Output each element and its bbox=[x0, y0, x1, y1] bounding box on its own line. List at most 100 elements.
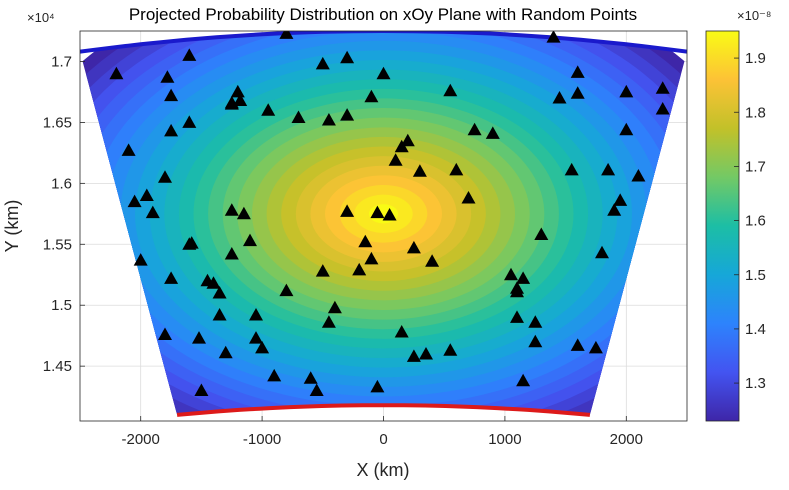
point-marker bbox=[212, 286, 227, 299]
point-marker bbox=[206, 276, 221, 289]
point-marker bbox=[243, 233, 257, 247]
point-marker bbox=[224, 247, 239, 260]
point-marker bbox=[528, 315, 543, 328]
point-marker bbox=[255, 340, 270, 354]
point-marker bbox=[340, 108, 355, 121]
point-marker bbox=[233, 93, 248, 106]
y-axis-ticks: 1.45 1.5 1.55 1.6 1.65 1.7 bbox=[43, 53, 85, 375]
point-marker bbox=[236, 206, 251, 220]
point-marker bbox=[510, 310, 524, 323]
colorbar bbox=[705, 30, 740, 422]
point-marker bbox=[382, 208, 397, 221]
bottom-boundary-arc bbox=[176, 403, 591, 417]
point-marker bbox=[570, 65, 585, 78]
point-marker bbox=[291, 110, 306, 123]
point-marker bbox=[321, 113, 336, 126]
point-marker bbox=[412, 164, 427, 177]
point-marker bbox=[510, 281, 524, 294]
point-marker bbox=[425, 254, 440, 267]
point-marker bbox=[279, 31, 294, 39]
point-marker bbox=[340, 204, 355, 217]
point-marker bbox=[352, 262, 367, 276]
point-marker bbox=[394, 325, 409, 338]
point-marker bbox=[631, 169, 646, 182]
x-axis-ticks: -2000 -1000 0 1000 2000 bbox=[122, 416, 643, 448]
colorbar-tick-label: 1.5 bbox=[745, 267, 766, 284]
point-marker bbox=[158, 170, 172, 183]
point-marker bbox=[655, 102, 670, 115]
point-marker bbox=[504, 267, 518, 281]
boundary-arcs bbox=[80, 31, 687, 417]
point-marker bbox=[406, 349, 421, 362]
point-marker bbox=[546, 31, 561, 43]
point-marker bbox=[158, 327, 172, 340]
point-marker bbox=[249, 331, 263, 344]
point-marker bbox=[182, 115, 197, 128]
point-marker bbox=[570, 338, 585, 351]
point-marker bbox=[364, 251, 379, 265]
y-tick-label: 1.6 bbox=[51, 175, 72, 192]
point-marker bbox=[443, 343, 458, 356]
point-marker bbox=[145, 205, 160, 219]
point-marker bbox=[315, 264, 330, 277]
point-marker bbox=[449, 162, 464, 176]
point-marker bbox=[619, 84, 634, 98]
point-marker bbox=[516, 271, 531, 284]
point-marker bbox=[485, 126, 500, 139]
point-marker bbox=[564, 162, 579, 176]
point-marker bbox=[376, 66, 391, 80]
point-marker bbox=[160, 70, 175, 83]
point-marker bbox=[528, 334, 543, 348]
point-marker bbox=[570, 86, 585, 99]
y-axis-exponent: ×10⁴ bbox=[27, 10, 55, 25]
colorbar-tick-label: 1.6 bbox=[745, 213, 766, 230]
colorbar-tick-label: 1.3 bbox=[745, 375, 766, 392]
point-marker bbox=[261, 103, 276, 116]
point-marker bbox=[358, 234, 373, 248]
point-marker bbox=[406, 240, 421, 254]
colorbar-tick-label: 1.9 bbox=[745, 50, 766, 67]
point-marker bbox=[230, 84, 245, 98]
point-marker bbox=[309, 383, 324, 396]
x-tick-label: -2000 bbox=[122, 431, 160, 448]
point-marker bbox=[184, 236, 199, 249]
point-marker bbox=[443, 83, 458, 97]
point-marker bbox=[218, 345, 233, 359]
point-marker bbox=[139, 188, 154, 201]
random-points bbox=[109, 31, 670, 396]
point-marker bbox=[164, 123, 179, 137]
point-marker bbox=[370, 379, 385, 393]
point-marker bbox=[327, 300, 342, 314]
point-marker bbox=[249, 308, 263, 321]
point-marker bbox=[315, 56, 330, 70]
y-tick-label: 1.45 bbox=[43, 358, 72, 375]
colorbar-ticks: 1.3 1.4 1.5 1.6 1.7 1.8 1.9 bbox=[734, 50, 766, 392]
point-marker bbox=[613, 193, 628, 206]
colorbar-tick-label: 1.7 bbox=[745, 158, 766, 175]
colorbar-tick-label: 1.4 bbox=[745, 321, 766, 338]
x-tick-label: 1000 bbox=[488, 431, 521, 448]
point-marker bbox=[467, 122, 482, 136]
point-marker bbox=[321, 315, 336, 328]
point-marker bbox=[340, 50, 355, 64]
colorbar-exponent: ×10⁻⁸ bbox=[737, 8, 771, 23]
x-tick-label: 2000 bbox=[610, 431, 643, 448]
x-axis-label: X (km) bbox=[357, 460, 410, 480]
point-marker bbox=[212, 308, 227, 321]
y-tick-label: 1.5 bbox=[51, 297, 72, 314]
point-marker bbox=[588, 340, 603, 354]
point-marker bbox=[224, 203, 239, 216]
point-marker bbox=[370, 205, 385, 219]
point-marker bbox=[192, 331, 206, 344]
colorbar-tick-label: 1.8 bbox=[745, 104, 766, 121]
point-marker bbox=[164, 88, 179, 102]
x-tick-label: 0 bbox=[379, 431, 387, 448]
point-marker bbox=[127, 194, 142, 208]
point-marker bbox=[133, 253, 148, 266]
point-marker bbox=[109, 66, 124, 80]
y-tick-label: 1.7 bbox=[51, 53, 72, 70]
point-marker bbox=[164, 271, 179, 284]
point-marker bbox=[619, 122, 634, 136]
